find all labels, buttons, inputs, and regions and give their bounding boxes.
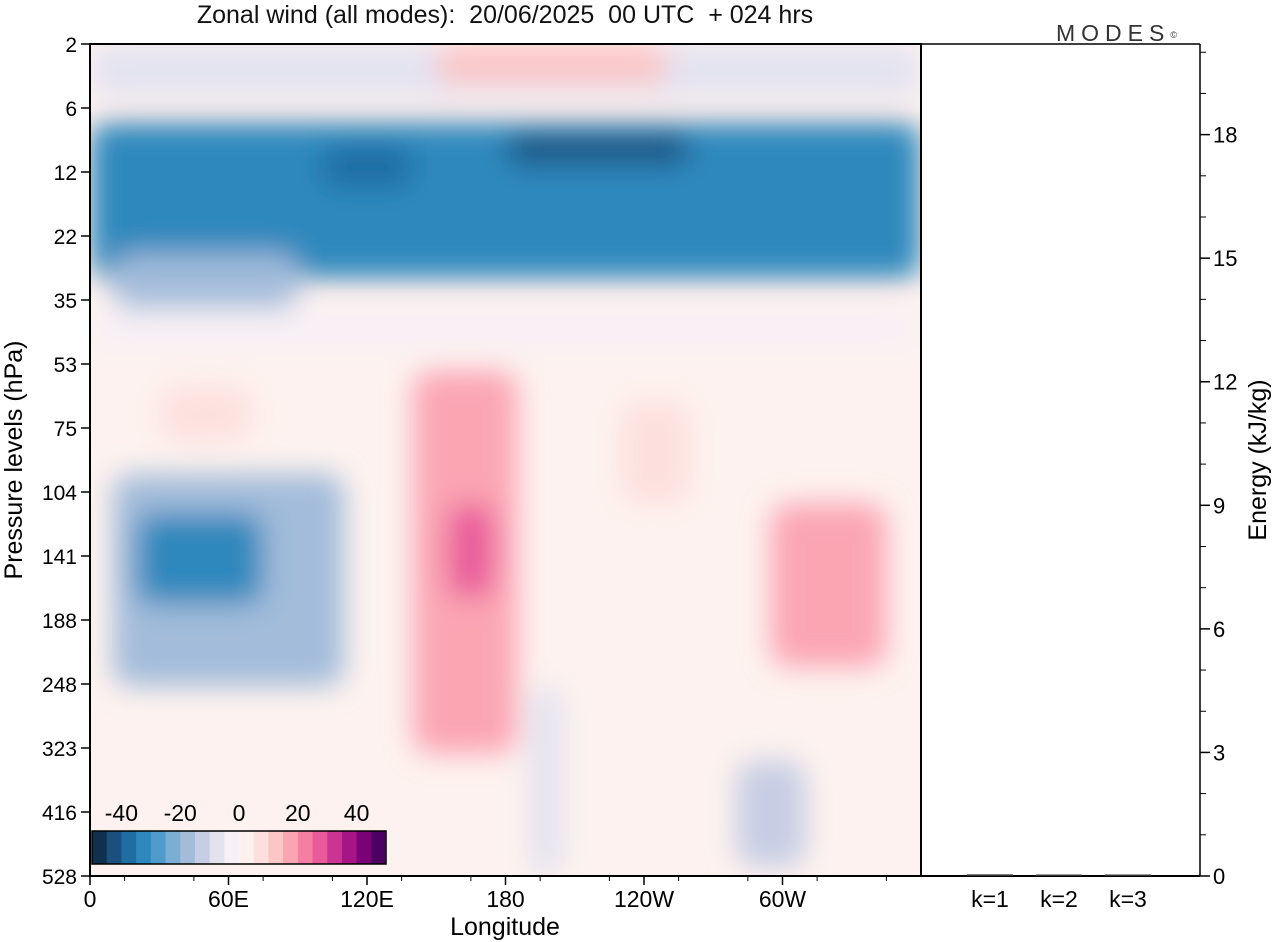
wind-region-15 (528, 685, 564, 876)
wind-region-6 (90, 308, 921, 349)
x-tick-label: 180 (486, 886, 524, 912)
colorbar-swatch (121, 831, 137, 864)
y-tick-label: 323 (42, 738, 77, 761)
colorbar-swatch (136, 831, 152, 864)
x-tick-label: 60E (208, 886, 249, 912)
chart-title: Zonal wind (all modes): 20/06/2025 00 UT… (196, 1, 814, 29)
bar-category-label: k=2 (1040, 886, 1078, 912)
colorbar-swatch (150, 831, 166, 864)
colorbar-tick-label: 40 (344, 800, 370, 826)
y-tick-label: 104 (42, 482, 77, 505)
colorbar: -40 -20 0 20 40 (91, 800, 387, 865)
colorbar-swatch (341, 831, 358, 864)
pressure-axis: 2 6 12 22 35 53 75 104 141 188 248 323 416 528 (42, 34, 90, 889)
x-tick-label: 0 (84, 886, 97, 912)
y-tick-label: 53 (54, 354, 77, 377)
y-tick-label: 416 (42, 802, 77, 825)
colorbar-swatch (239, 831, 255, 864)
energy-bar-panel: k=1 k=2 k=3 0 3 6 9 12 15 18 (920, 43, 1237, 912)
colorbar-swatch (297, 831, 313, 864)
energy-bar (1105, 874, 1151, 876)
wind-region-3 (505, 134, 691, 164)
colorbar-swatch (92, 831, 108, 864)
colorbar-frame (91, 830, 387, 865)
bar-category-label: k=3 (1109, 886, 1147, 912)
y-axis-label: Pressure levels (hPa) (0, 341, 28, 580)
wind-region-2 (90, 122, 921, 279)
y-tick-label: 528 (42, 866, 77, 889)
modes-logo: MODES© (1056, 20, 1177, 46)
y-tick-label: 2 (65, 34, 77, 57)
colorbar-swatch (312, 831, 328, 864)
logo-text: MODES (1056, 20, 1171, 46)
energy-tick-label: 6 (1213, 617, 1225, 642)
wind-region-11 (770, 503, 887, 667)
y-tick-label: 141 (42, 546, 77, 569)
energy-axis-label: Energy (kJ/kg) (1244, 379, 1272, 540)
colorbar-swatch (253, 831, 269, 864)
wind-region-9 (447, 503, 494, 598)
logo-mark: © (1170, 30, 1177, 40)
energy-tick-label: 0 (1213, 864, 1225, 889)
wind-region-13 (136, 513, 264, 605)
colorbar-tick-label: -40 (105, 800, 138, 826)
colorbar-swatch (224, 831, 240, 864)
energy-bar (1036, 874, 1082, 876)
wind-region-1 (436, 44, 668, 85)
energy-bar (967, 874, 1013, 876)
colorbar-swatch (268, 831, 284, 864)
x-tick-label: 120W (614, 886, 674, 912)
energy-tick-label: 18 (1213, 123, 1237, 148)
y-tick-label: 12 (54, 162, 77, 185)
energy-tick-label: 3 (1213, 740, 1225, 765)
y-tick-label: 6 (65, 98, 77, 121)
longitude-axis: 0 60E 120E 180 120W 60W (84, 876, 887, 912)
colorbar-swatch (356, 831, 372, 864)
energy-tick-label: 9 (1213, 493, 1225, 518)
y-tick-label: 188 (42, 610, 77, 633)
colorbar-swatch (327, 831, 343, 864)
colorbar-swatch (283, 831, 299, 864)
x-axis-label: Longitude (450, 913, 560, 941)
y-tick-label: 248 (42, 674, 77, 697)
y-tick-label: 75 (54, 418, 77, 441)
colorbar-tick-label: 0 (233, 800, 246, 826)
energy-tick-label: 15 (1213, 246, 1237, 271)
colorbar-tick-label: -20 (164, 800, 197, 826)
wind-region-7 (159, 386, 252, 441)
wind-region-10 (620, 401, 691, 504)
colorbar-swatch (194, 831, 211, 864)
colorbar-swatch (209, 831, 225, 864)
bar-category-label: k=1 (971, 886, 1009, 912)
colorbar-swatch (371, 831, 387, 864)
y-tick-label: 22 (54, 226, 77, 249)
wind-region-4 (320, 145, 414, 189)
wind-region-14 (736, 760, 806, 867)
colorbar-tick-label: 20 (285, 800, 311, 826)
x-tick-label: 120E (340, 886, 394, 912)
colorbar-swatch (165, 831, 181, 864)
y-tick-label: 35 (54, 290, 77, 313)
energy-tick-label: 12 (1213, 370, 1237, 395)
wind-region-5 (113, 253, 298, 309)
colorbar-swatch (106, 831, 122, 864)
zonal-wind-heatmap (90, 44, 921, 876)
colorbar-swatch (180, 831, 196, 864)
x-tick-label: 60W (759, 886, 807, 912)
